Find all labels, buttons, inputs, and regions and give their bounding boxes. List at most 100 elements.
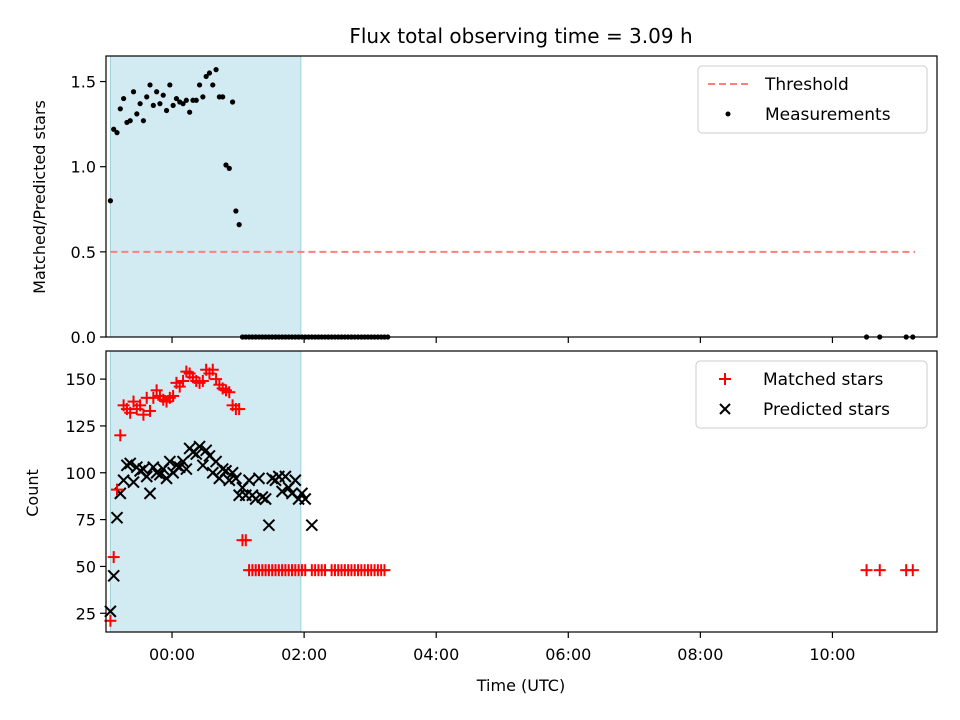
matched-star-marker: [906, 564, 919, 577]
predicted-star-marker: [299, 492, 312, 506]
predicted-star-marker: [120, 459, 134, 472]
matched-star-marker: [378, 564, 391, 577]
observing-window-shade-bottom: [109, 350, 302, 633]
top-y-axis: 0.0 0.5 1.0 1.5: [71, 73, 106, 347]
bottom-x-tick-label: 10:00: [809, 645, 855, 664]
bottom-x-tick-label: 06:00: [545, 645, 591, 664]
matched-star-marker: [124, 406, 137, 419]
measurement-point: [206, 70, 213, 76]
predicted-star-marker: [193, 440, 206, 453]
predicted-star-marker: [150, 466, 163, 479]
matched-star-marker: [127, 395, 140, 408]
bottom-y-tick-label: 100: [65, 464, 96, 483]
bottom-axes-frame: [105, 350, 938, 633]
predicted-star-marker: [170, 459, 183, 472]
measurement-point: [163, 107, 170, 114]
predicted-star-marker: [127, 475, 140, 489]
top-axes-frame: [105, 55, 938, 338]
legend-predicted-label: Predicted stars: [763, 400, 890, 420]
top-legend-box: [697, 65, 928, 134]
measurement-point: [167, 82, 173, 88]
bottom-x-tick-label: 04:00: [413, 645, 459, 664]
predicted-star-marker: [143, 487, 157, 500]
matched-star-marker: [177, 374, 190, 387]
predicted-star-marker: [124, 457, 137, 470]
measurement-point: [193, 97, 199, 103]
predicted-star-marker: [229, 472, 243, 485]
predicted-star-marker: [196, 459, 210, 472]
predicted-star-marker: [305, 519, 319, 532]
matched-star-marker: [223, 386, 236, 399]
measurement-point: [160, 92, 166, 98]
predicted-star-marker: [295, 487, 309, 500]
measurement-point: [223, 162, 229, 168]
bottom-y-tick-label: 25: [76, 604, 96, 623]
measurement-point: [226, 165, 232, 171]
measurement-point: [107, 198, 114, 204]
predicted-star-marker: [242, 474, 256, 487]
predicted-star-marker: [140, 470, 153, 483]
predicted-star-marker: [137, 462, 150, 476]
bottom-y-axis: 25 50 75 100 125 150: [65, 370, 106, 623]
matched-star-marker: [239, 534, 252, 547]
predicted-star-marker: [190, 447, 203, 461]
matched-star-marker: [167, 389, 180, 402]
measurement-point: [233, 208, 239, 214]
top-legend: Threshold Measurements: [697, 65, 928, 134]
measurement-point: [137, 101, 143, 107]
measurement-point: [213, 67, 219, 73]
measurement-point: [121, 95, 127, 102]
bottom-y-axis-label: Count: [23, 469, 42, 517]
predicted-star-marker: [252, 472, 266, 485]
top-y-tick-label: 1.5: [71, 73, 96, 92]
top-y-axis-label: Matched/Predicted stars: [30, 100, 49, 294]
measurement-point: [127, 118, 133, 124]
x-axis-label: Time (UTC): [476, 676, 565, 695]
matched-star-marker: [114, 429, 127, 442]
matched-star-marker: [137, 408, 150, 421]
top-chart-title: Flux total observing time = 3.09 h: [349, 24, 692, 48]
measurement-point: [144, 94, 150, 100]
matched-star-marker: [233, 403, 246, 416]
predicted-star-marker: [226, 466, 239, 479]
matched-star-marker: [860, 564, 873, 577]
measurement-point: [117, 106, 123, 112]
top-panel: Flux total observing time = 3.09 h 0.00.…: [30, 24, 938, 347]
bottom-legend: Matched stars Predicted stars: [695, 360, 928, 429]
top-y-tick-label: 1.0: [71, 158, 96, 177]
measurement-point: [140, 118, 147, 124]
legend-matched-label: Matched stars: [763, 370, 883, 390]
predicted-star-marker: [176, 455, 190, 468]
legend-matched-marker: [719, 373, 731, 385]
bottom-y-tick-label: 150: [65, 370, 96, 389]
predicted-star-marker: [107, 569, 120, 583]
top-x-axis: [171, 337, 834, 343]
predicted-star-marker: [262, 519, 276, 532]
bottom-y-tick-label: 125: [65, 417, 96, 436]
measurement-point: [187, 109, 193, 115]
bottom-x-axis: 00:00 02:00 04:00 06:00 08:00 10:00: [149, 632, 855, 664]
observing-window-shade: [109, 55, 302, 338]
matched-star-marker: [134, 399, 147, 412]
measurement-point: [111, 126, 117, 132]
predicted-star-marker: [104, 605, 117, 618]
measurement-point: [170, 102, 176, 108]
bottom-x-tick-label: 02:00: [281, 645, 327, 664]
predicted-star-marker: [259, 492, 272, 506]
legend-threshold-label: Threshold: [764, 75, 849, 95]
measurement-point: [114, 130, 120, 136]
predicted-star-marker: [256, 490, 269, 504]
matched-star-marker: [107, 551, 120, 564]
predicted-star-marker: [110, 511, 124, 524]
measurement-point: [134, 111, 140, 117]
matched-star-marker: [206, 363, 219, 376]
measurement-point: [150, 102, 156, 108]
bottom-x-tick-label: 00:00: [149, 645, 195, 664]
measurement-point: [130, 89, 137, 95]
measurement-point: [173, 95, 180, 102]
measurement-point: [229, 99, 236, 105]
legend-predicted-marker: [719, 403, 731, 415]
predicted-star-marker: [153, 468, 167, 481]
measurement-point: [157, 101, 163, 107]
bottom-legend-box: [695, 360, 928, 429]
